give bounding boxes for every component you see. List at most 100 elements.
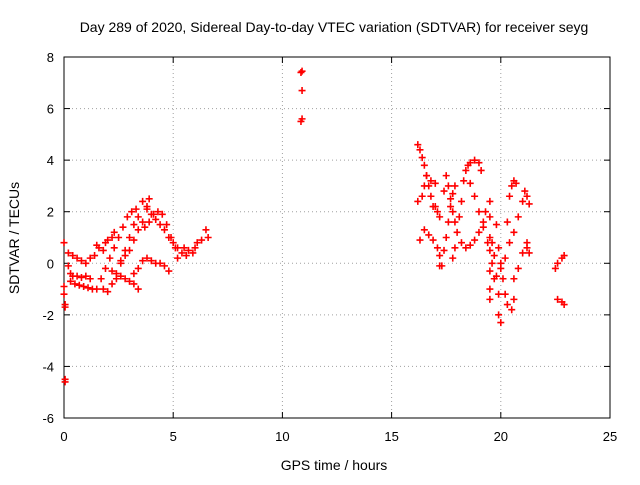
data-point — [171, 244, 179, 252]
grid-lines — [64, 57, 610, 418]
data-point — [497, 319, 505, 327]
data-point — [425, 182, 433, 190]
data-point — [101, 264, 109, 272]
data-point — [451, 244, 459, 252]
x-tick-label: 25 — [603, 429, 617, 444]
data-point — [108, 267, 116, 275]
data-point — [180, 244, 188, 252]
data-point — [73, 254, 81, 262]
data-point — [60, 290, 68, 298]
data-point — [523, 192, 531, 200]
data-point — [449, 208, 457, 216]
data-point — [416, 236, 424, 244]
data-point — [431, 203, 439, 211]
data-point — [143, 254, 151, 262]
data-point — [477, 166, 485, 174]
data-point — [77, 257, 85, 265]
data-point — [519, 197, 527, 205]
data-point — [449, 190, 457, 198]
data-point — [182, 252, 190, 260]
data-point — [471, 192, 479, 200]
data-points — [60, 67, 568, 386]
data-point — [466, 159, 474, 167]
data-point — [60, 282, 68, 290]
data-point — [499, 275, 507, 283]
data-point — [525, 200, 533, 208]
data-point — [488, 239, 496, 247]
data-point — [64, 249, 72, 257]
plot-frame — [63, 56, 611, 419]
data-point — [488, 259, 496, 267]
data-point — [198, 236, 206, 244]
data-point — [126, 246, 134, 254]
data-point — [492, 221, 500, 229]
data-point — [438, 262, 446, 270]
data-point — [560, 301, 568, 309]
chart-title: Day 289 of 2020, Sidereal Day-to-day VTE… — [80, 19, 589, 35]
data-point — [475, 208, 483, 216]
data-point — [99, 285, 107, 293]
data-point — [455, 213, 463, 221]
data-point — [486, 213, 494, 221]
data-point — [514, 213, 522, 221]
data-point — [134, 226, 142, 234]
data-point — [460, 177, 468, 185]
data-point — [503, 218, 511, 226]
data-point — [433, 208, 441, 216]
data-point — [554, 295, 562, 303]
y-tick-label: 2 — [47, 205, 54, 220]
data-point — [95, 244, 103, 252]
data-point — [298, 67, 306, 75]
y-tick-label: 0 — [47, 256, 54, 271]
data-point — [486, 295, 494, 303]
y-axis-label: SDTVAR / TECUs — [6, 182, 22, 294]
data-point — [442, 234, 450, 241]
x-tick-label: 10 — [275, 429, 289, 444]
data-point — [93, 285, 101, 293]
data-point — [61, 303, 69, 311]
data-point — [521, 187, 529, 195]
data-point — [156, 259, 164, 267]
data-point — [447, 195, 455, 203]
y-tick-label: -2 — [42, 308, 54, 323]
data-point — [104, 288, 112, 296]
data-point — [506, 192, 514, 200]
data-point — [139, 257, 147, 265]
axis-ticks: 0 5 10 15 20 25 -6 -4 -2 0 2 4 6 8 — [42, 50, 617, 444]
data-point — [475, 228, 483, 236]
data-point — [440, 187, 448, 195]
data-point — [466, 241, 474, 249]
data-point — [82, 272, 90, 280]
data-point — [506, 239, 514, 247]
data-point — [123, 213, 131, 221]
data-point — [486, 246, 494, 254]
data-point — [486, 267, 494, 275]
data-point — [436, 213, 444, 221]
data-point — [512, 179, 520, 187]
data-point — [501, 254, 509, 262]
data-point — [165, 267, 173, 275]
data-point — [508, 306, 516, 314]
data-point — [495, 244, 503, 252]
data-point — [475, 159, 483, 167]
data-point — [495, 290, 503, 298]
data-point — [519, 249, 527, 257]
data-point — [64, 262, 72, 270]
data-point — [128, 208, 136, 216]
data-point — [486, 234, 494, 241]
data-point — [204, 234, 212, 241]
data-point — [150, 210, 158, 218]
data-point — [108, 280, 116, 288]
data-point — [444, 182, 452, 190]
data-point — [77, 273, 85, 281]
data-point — [112, 275, 120, 283]
data-point — [414, 141, 422, 149]
data-point — [414, 197, 422, 205]
data-point — [416, 146, 424, 154]
y-tick-label: -6 — [42, 411, 54, 426]
data-point — [139, 218, 147, 226]
data-point — [436, 252, 444, 260]
data-point — [420, 161, 428, 169]
